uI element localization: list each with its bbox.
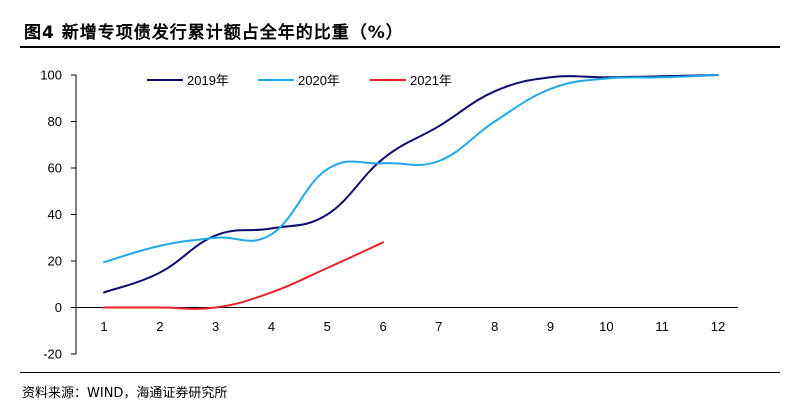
chart-title: 图4 新增专项债发行累计额占全年的比重（%） bbox=[24, 23, 404, 43]
y-tick-label: 100 bbox=[40, 68, 62, 83]
x-tick-label: 10 bbox=[599, 319, 613, 334]
x-tick-label: 5 bbox=[324, 319, 331, 334]
source-note: 资料来源：WIND，海通证券研究所 bbox=[22, 386, 228, 401]
y-tick-label: 0 bbox=[55, 300, 62, 315]
x-tick-label: 8 bbox=[491, 319, 498, 334]
y-tick-label: 20 bbox=[48, 254, 62, 269]
x-tick-label: 6 bbox=[379, 319, 386, 334]
y-tick-label: 40 bbox=[48, 207, 62, 222]
legend-label: 2020年 bbox=[298, 73, 340, 88]
x-tick-label: 11 bbox=[655, 319, 669, 334]
series-line-2020年 bbox=[103, 74, 719, 264]
y-tick-label: -20 bbox=[43, 347, 62, 362]
x-tick-label: 2 bbox=[156, 319, 163, 334]
footer-divider bbox=[20, 372, 780, 373]
x-tick-label: 4 bbox=[268, 319, 275, 334]
x-tick-label: 12 bbox=[711, 319, 725, 334]
y-tick-label: 60 bbox=[48, 161, 62, 176]
legend-label: 2021年 bbox=[410, 73, 452, 88]
x-tick-label: 1 bbox=[100, 319, 107, 334]
x-tick-label: 7 bbox=[435, 319, 442, 334]
x-tick-label: 9 bbox=[547, 319, 554, 334]
y-tick-label: 80 bbox=[48, 114, 62, 129]
series-line-2021年 bbox=[103, 241, 385, 310]
series-line-2019年 bbox=[103, 74, 719, 294]
title-bar: 图4 新增专项债发行累计额占全年的比重（%） bbox=[20, 10, 780, 48]
x-tick-label: 3 bbox=[212, 319, 219, 334]
legend-label: 2019年 bbox=[187, 73, 229, 88]
